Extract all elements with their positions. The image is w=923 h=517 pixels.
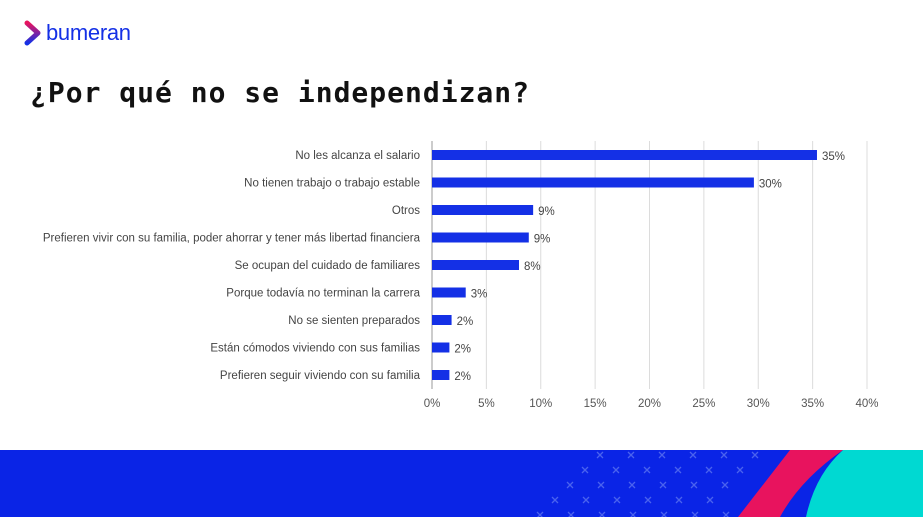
- category-label: Prefieren vivir con su familia, poder ah…: [43, 233, 421, 245]
- bar-chart: 0% 5% 10% 15% 20% 25% 30% 35% 40% No les alcanza …: [43, 141, 879, 410]
- cross-icon: [691, 511, 699, 517]
- footer-pink-shape: [738, 450, 843, 517]
- category-label: No tienen trabajo o trabajo estable: [244, 178, 420, 190]
- cross-icon: [736, 466, 744, 474]
- data-label: 2%: [454, 371, 471, 383]
- data-label: 9%: [538, 206, 555, 218]
- cross-icon: [551, 496, 559, 504]
- data-label: 35%: [822, 151, 845, 163]
- cross-icon: [660, 511, 668, 517]
- cross-icon: [612, 466, 620, 474]
- cross-icon: [720, 451, 728, 459]
- category-label: Prefieren seguir viviendo con su familia: [220, 370, 421, 382]
- category-label: Otros: [392, 205, 420, 217]
- cross-icon: [658, 451, 666, 459]
- cross-icon: [674, 466, 682, 474]
- cross-icon: [706, 496, 714, 504]
- category-label: No se sienten preparados: [288, 315, 420, 327]
- cross-icon: [689, 451, 697, 459]
- logo-text: bumeran: [46, 20, 131, 45]
- logo-chevron-icon: [24, 20, 41, 46]
- cross-icon: [582, 496, 590, 504]
- cross-icon: [536, 511, 544, 517]
- bar: [432, 232, 529, 243]
- cross-icon: [644, 496, 652, 504]
- data-label: 8%: [524, 261, 541, 273]
- bumeran-logo: bumeran: [24, 20, 131, 46]
- bar: [432, 370, 450, 380]
- x-tick-label: 0%: [424, 398, 441, 410]
- bar: [432, 150, 817, 160]
- cross-icon: [751, 451, 759, 459]
- data-label: 2%: [457, 316, 474, 328]
- x-tick-label: 10%: [529, 398, 552, 410]
- x-tick-label: 25%: [692, 398, 715, 410]
- cross-icon: [597, 481, 605, 489]
- x-tick-label: 15%: [584, 398, 607, 410]
- footer-band: [0, 450, 923, 517]
- bar: [432, 342, 450, 353]
- cross-icon: [675, 496, 683, 504]
- cross-icon: [598, 511, 606, 517]
- page-title: ¿Por qué no se independizan?: [30, 76, 531, 109]
- cross-icon: [613, 496, 621, 504]
- cross-icon: [721, 481, 729, 489]
- cross-icon: [567, 511, 575, 517]
- bar: [432, 287, 466, 298]
- cross-icon: [722, 511, 730, 517]
- data-label: 2%: [454, 344, 471, 356]
- cross-icon: [705, 466, 713, 474]
- category-label: Se ocupan del cuidado de familiares: [235, 260, 421, 272]
- cross-pattern: [536, 451, 759, 517]
- x-tick-label: 35%: [801, 398, 824, 410]
- category-label: No les alcanza el salario: [295, 150, 420, 162]
- cross-icon: [690, 481, 698, 489]
- x-tick-label: 40%: [855, 398, 878, 410]
- cross-icon: [628, 481, 636, 489]
- cross-icon: [659, 481, 667, 489]
- bar: [432, 260, 519, 270]
- cross-icon: [627, 451, 635, 459]
- cross-icon: [643, 466, 651, 474]
- bar: [432, 315, 452, 325]
- data-label: 9%: [534, 234, 551, 246]
- x-tick-label: 20%: [638, 398, 661, 410]
- category-label: Porque todavía no terminan la carrera: [226, 288, 420, 300]
- data-label: 30%: [759, 179, 782, 191]
- bar: [432, 177, 754, 188]
- footer-cyan-shape: [806, 450, 923, 517]
- x-tick-label: 5%: [478, 398, 495, 410]
- cross-icon: [566, 481, 574, 489]
- cross-icon: [596, 451, 604, 459]
- x-tick-label: 30%: [747, 398, 770, 410]
- cross-icon: [581, 466, 589, 474]
- data-label: 3%: [471, 289, 488, 301]
- bar: [432, 205, 534, 215]
- category-label: Están cómodos viviendo con sus familias: [210, 343, 420, 355]
- cross-icon: [629, 511, 637, 517]
